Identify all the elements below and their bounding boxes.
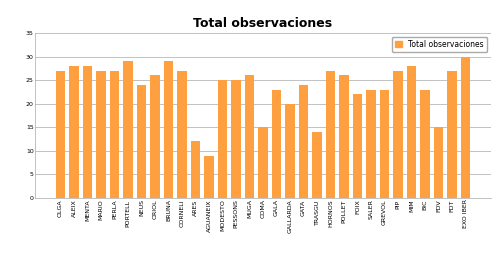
- Bar: [96, 71, 106, 198]
- Bar: [110, 71, 119, 198]
- Bar: [83, 66, 92, 198]
- Bar: [393, 71, 403, 198]
- Bar: [69, 66, 79, 198]
- Bar: [56, 71, 65, 198]
- Bar: [312, 132, 322, 198]
- Bar: [353, 94, 362, 198]
- Bar: [434, 127, 443, 198]
- Bar: [150, 75, 160, 198]
- Legend: Total observaciones: Total observaciones: [392, 37, 487, 52]
- Bar: [137, 85, 146, 198]
- Bar: [285, 104, 295, 198]
- Bar: [461, 57, 470, 198]
- Bar: [339, 75, 349, 198]
- Bar: [259, 127, 268, 198]
- Bar: [366, 90, 376, 198]
- Bar: [204, 156, 214, 198]
- Title: Total observaciones: Total observaciones: [193, 17, 333, 31]
- Bar: [177, 71, 187, 198]
- Bar: [218, 80, 227, 198]
- Bar: [447, 71, 457, 198]
- Bar: [245, 75, 254, 198]
- Bar: [272, 90, 281, 198]
- Bar: [231, 80, 241, 198]
- Bar: [191, 141, 200, 198]
- Bar: [123, 61, 133, 198]
- Bar: [299, 85, 308, 198]
- Bar: [380, 90, 389, 198]
- Bar: [164, 61, 173, 198]
- Bar: [407, 66, 416, 198]
- Bar: [420, 90, 430, 198]
- Bar: [326, 71, 335, 198]
